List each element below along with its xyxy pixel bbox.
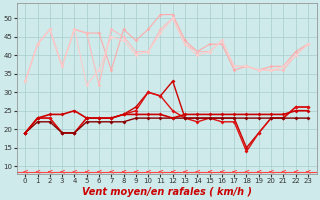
X-axis label: Vent moyen/en rafales ( km/h ): Vent moyen/en rafales ( km/h ) bbox=[82, 187, 252, 197]
